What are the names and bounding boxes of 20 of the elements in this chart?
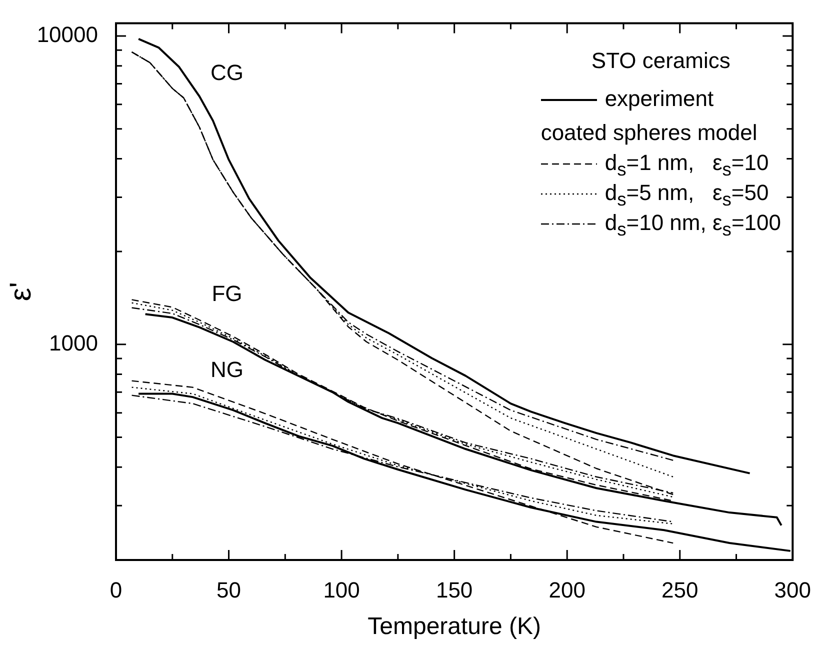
- annotation: coated spheres model: [540, 119, 758, 147]
- legend-label: d$_{s}$=1 nm, ε$_{s}$=10: [604, 150, 769, 180]
- legend-label: experiment: [604, 86, 714, 111]
- y-tick-label: 1000: [49, 330, 98, 356]
- x-tick-label: 250: [662, 577, 698, 602]
- annotation: NG: [210, 357, 244, 383]
- x-tick-label: 0: [110, 577, 122, 602]
- y-axis-title: ε': [4, 282, 38, 302]
- x-tick-label: 150: [436, 577, 473, 602]
- legend-title: STO ceramics: [590, 47, 732, 75]
- x-axis-title: Temperature (K): [368, 613, 542, 640]
- legend-label: d$_{s}$=5 nm, ε$_{s}$=50: [604, 180, 769, 210]
- x-tick-label: 200: [548, 577, 586, 602]
- annotation: FG: [212, 281, 242, 307]
- legend-label: d$_{s}$=10 nm, ε$_{s}$=100: [604, 210, 781, 240]
- x-tick-label: 50: [216, 577, 242, 602]
- x-tick-label: 100: [323, 577, 360, 602]
- annotation: CG: [210, 60, 244, 86]
- x-tick-label: 300: [774, 577, 812, 602]
- y-tick-label: 10000: [36, 22, 98, 48]
